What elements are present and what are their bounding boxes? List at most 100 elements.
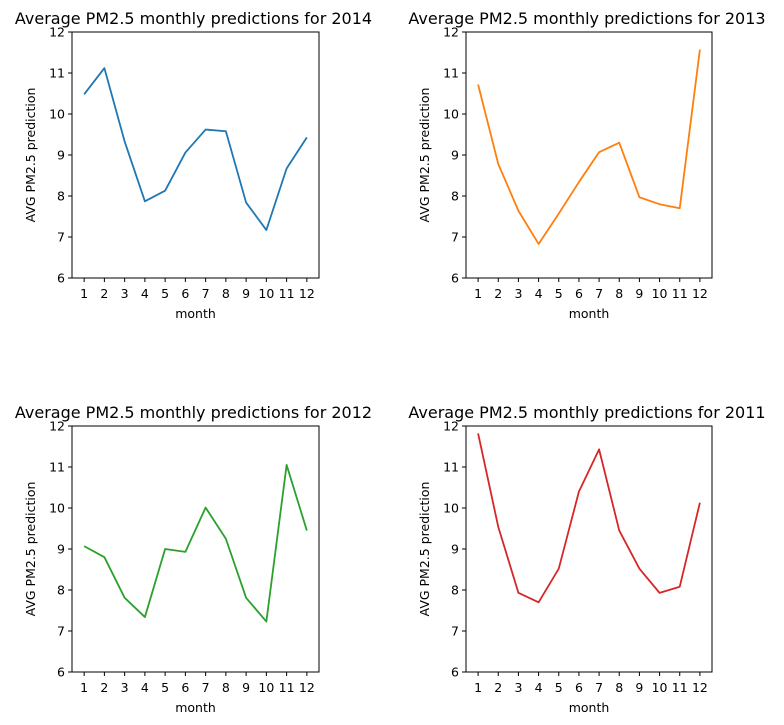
x-tick-label: 11 bbox=[672, 680, 688, 695]
y-tick-label: 12 bbox=[443, 25, 459, 40]
x-tick-label: 5 bbox=[161, 286, 169, 301]
x-tick-label: 2 bbox=[100, 680, 108, 695]
plot-frame bbox=[71, 425, 320, 673]
x-tick-label: 9 bbox=[242, 680, 250, 695]
y-tick-label: 12 bbox=[49, 419, 65, 434]
y-tick-label: 9 bbox=[451, 542, 459, 557]
y-tick-label: 10 bbox=[443, 107, 459, 122]
x-tick-label: 8 bbox=[615, 680, 623, 695]
subplot-4: Average PM2.5 monthly predictions for 20… bbox=[408, 403, 765, 715]
x-tick-label: 3 bbox=[121, 680, 129, 695]
x-tick-label: 7 bbox=[202, 680, 210, 695]
y-tick-label: 10 bbox=[443, 501, 459, 516]
y-tick-label: 11 bbox=[49, 460, 65, 475]
x-tick-label: 2 bbox=[100, 286, 108, 301]
y-tick-label: 10 bbox=[49, 501, 65, 516]
chart-title: Average PM2.5 monthly predictions for 20… bbox=[15, 403, 372, 422]
y-tick-label: 6 bbox=[57, 665, 65, 680]
y-tick-label: 10 bbox=[49, 107, 65, 122]
y-tick-label: 9 bbox=[57, 542, 65, 557]
x-axis-label: month bbox=[569, 306, 610, 321]
y-tick-label: 8 bbox=[57, 189, 65, 204]
plot-frame bbox=[465, 31, 713, 279]
x-tick-label: 12 bbox=[692, 286, 708, 301]
x-tick-label: 4 bbox=[535, 286, 543, 301]
x-axis-label: month bbox=[175, 700, 216, 715]
chart-title: Average PM2.5 monthly predictions for 20… bbox=[408, 9, 765, 28]
x-tick-label: 1 bbox=[80, 680, 88, 695]
x-axis-label: month bbox=[175, 306, 216, 321]
x-tick-label: 7 bbox=[595, 286, 603, 301]
x-tick-label: 5 bbox=[555, 286, 563, 301]
series-line bbox=[477, 433, 701, 604]
x-tick-label: 6 bbox=[575, 680, 583, 695]
x-tick-label: 8 bbox=[222, 680, 230, 695]
subplot-2: Average PM2.5 monthly predictions for 20… bbox=[408, 9, 765, 321]
x-tick-label: 1 bbox=[80, 286, 88, 301]
x-tick-label: 2 bbox=[494, 286, 502, 301]
plot-frame bbox=[71, 31, 320, 279]
x-tick-label: 10 bbox=[258, 680, 274, 695]
x-tick-label: 5 bbox=[555, 680, 563, 695]
x-tick-label: 12 bbox=[692, 680, 708, 695]
y-axis-label: AVG PM2.5 prediction bbox=[417, 482, 432, 617]
y-tick-label: 7 bbox=[451, 230, 459, 245]
x-tick-label: 6 bbox=[575, 286, 583, 301]
y-axis-label: AVG PM2.5 prediction bbox=[23, 88, 38, 223]
x-tick-label: 11 bbox=[672, 286, 688, 301]
x-tick-label: 1 bbox=[474, 286, 482, 301]
y-axis-label: AVG PM2.5 prediction bbox=[417, 88, 432, 223]
y-tick-label: 11 bbox=[49, 66, 65, 81]
y-tick-label: 6 bbox=[451, 271, 459, 286]
x-tick-label: 3 bbox=[514, 680, 522, 695]
subplot-1: Average PM2.5 monthly predictions for 20… bbox=[15, 9, 372, 321]
x-tick-label: 11 bbox=[279, 286, 295, 301]
y-tick-label: 7 bbox=[451, 624, 459, 639]
x-tick-label: 1 bbox=[474, 680, 482, 695]
x-tick-label: 8 bbox=[222, 286, 230, 301]
y-tick-label: 8 bbox=[451, 189, 459, 204]
x-tick-label: 11 bbox=[279, 680, 295, 695]
x-axis-label: month bbox=[569, 700, 610, 715]
x-tick-label: 9 bbox=[635, 286, 643, 301]
subplot-3: Average PM2.5 monthly predictions for 20… bbox=[15, 403, 372, 715]
y-tick-label: 12 bbox=[443, 419, 459, 434]
x-tick-label: 3 bbox=[121, 286, 129, 301]
y-axis-label: AVG PM2.5 prediction bbox=[23, 482, 38, 617]
y-tick-label: 8 bbox=[451, 583, 459, 598]
series-line bbox=[477, 49, 701, 245]
plot-frame bbox=[465, 425, 713, 673]
y-tick-label: 8 bbox=[57, 583, 65, 598]
y-tick-label: 7 bbox=[57, 230, 65, 245]
x-tick-label: 3 bbox=[514, 286, 522, 301]
series-line bbox=[83, 464, 308, 623]
y-tick-label: 6 bbox=[451, 665, 459, 680]
chart-title: Average PM2.5 monthly predictions for 20… bbox=[408, 403, 765, 422]
x-tick-label: 6 bbox=[181, 680, 189, 695]
x-tick-label: 7 bbox=[595, 680, 603, 695]
series-line bbox=[83, 67, 308, 231]
x-tick-label: 6 bbox=[181, 286, 189, 301]
x-tick-label: 2 bbox=[494, 680, 502, 695]
x-tick-label: 10 bbox=[258, 286, 274, 301]
x-tick-label: 10 bbox=[652, 286, 668, 301]
chart-title: Average PM2.5 monthly predictions for 20… bbox=[15, 9, 372, 28]
x-tick-label: 10 bbox=[652, 680, 668, 695]
x-tick-label: 5 bbox=[161, 680, 169, 695]
x-tick-label: 4 bbox=[141, 680, 149, 695]
x-tick-label: 12 bbox=[299, 680, 315, 695]
y-tick-label: 9 bbox=[57, 148, 65, 163]
x-tick-label: 8 bbox=[615, 286, 623, 301]
x-tick-label: 4 bbox=[535, 680, 543, 695]
x-tick-label: 4 bbox=[141, 286, 149, 301]
x-tick-label: 7 bbox=[202, 286, 210, 301]
x-tick-label: 12 bbox=[299, 286, 315, 301]
y-tick-label: 7 bbox=[57, 624, 65, 639]
y-tick-label: 12 bbox=[49, 25, 65, 40]
y-tick-label: 11 bbox=[443, 460, 459, 475]
y-tick-label: 11 bbox=[443, 66, 459, 81]
y-tick-label: 6 bbox=[57, 271, 65, 286]
x-tick-label: 9 bbox=[242, 286, 250, 301]
x-tick-label: 9 bbox=[635, 680, 643, 695]
